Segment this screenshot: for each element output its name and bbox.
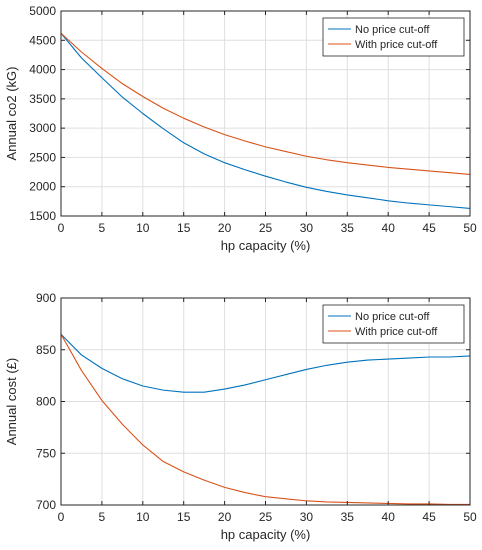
y-tick-label: 3000 [29, 121, 56, 135]
y-tick-label: 700 [36, 498, 56, 512]
x-tick-label: 45 [422, 221, 436, 235]
x-tick-label: 50 [463, 510, 477, 524]
x-tick-label: 50 [463, 221, 477, 235]
x-tick-label: 25 [259, 510, 273, 524]
x-tick-label: 10 [136, 221, 150, 235]
x-tick-label: 40 [382, 510, 396, 524]
legend: No price cut-off With price cut-off [322, 304, 465, 344]
chart-panel-1: 0 5 10 15 20 25 30 35 40 45 50 1500 2000 2500 3000 3500… [4, 4, 477, 253]
y-tick-label: 2000 [29, 180, 56, 194]
x-tick-label: 35 [341, 510, 355, 524]
series-line-1 [60, 32, 471, 209]
y-tick-label: 4500 [29, 33, 56, 47]
legend-label-1: No price cut-off [355, 311, 430, 323]
x-tick-label: 35 [341, 221, 355, 235]
chart-panel-2: 0 5 10 15 20 25 30 35 40 45 50 700 750 800 850 900 hp ca… [4, 291, 477, 542]
x-axis-label: hp capacity (%) [221, 527, 311, 542]
legend-label-2: With price cut-off [355, 39, 438, 51]
y-tick-label: 4000 [29, 63, 56, 77]
x-tick-label: 20 [218, 510, 232, 524]
x-tick-label: 15 [177, 221, 191, 235]
legend: No price cut-off With price cut-off [322, 17, 465, 57]
x-tick-label: 0 [58, 510, 65, 524]
y-tick-label: 900 [36, 291, 56, 305]
legend-label-1: No price cut-off [355, 24, 430, 36]
x-tick-label: 15 [177, 510, 191, 524]
y-tick-label: 800 [36, 395, 56, 409]
legend-label-2: With price cut-off [355, 326, 438, 338]
y-tick-label: 750 [36, 446, 56, 460]
series-line-1 [60, 333, 471, 393]
x-tick-label: 45 [422, 510, 436, 524]
series-line-2 [60, 32, 471, 175]
x-tick-label: 5 [99, 221, 106, 235]
legend-box [322, 304, 465, 344]
y-tick-label: 1500 [29, 209, 56, 223]
x-tick-label: 20 [218, 221, 232, 235]
x-tick-label: 10 [136, 510, 150, 524]
x-tick-label: 30 [300, 221, 314, 235]
series-line-2 [60, 333, 470, 506]
x-tick-label: 30 [300, 510, 314, 524]
y-tick-label: 850 [36, 343, 56, 357]
x-axis-label: hp capacity (%) [221, 238, 311, 253]
legend-box [322, 17, 465, 57]
x-tick-label: 0 [58, 221, 65, 235]
x-tick-label: 40 [382, 221, 396, 235]
y-axis-label: Annual co2 (kG) [4, 67, 19, 161]
y-axis-label: Annual cost (£) [4, 358, 19, 445]
x-tick-label: 25 [259, 221, 273, 235]
y-tick-label: 3500 [29, 92, 56, 106]
y-tick-label: 5000 [29, 4, 56, 18]
y-tick-label: 2500 [29, 150, 56, 164]
x-tick-label: 5 [99, 510, 106, 524]
